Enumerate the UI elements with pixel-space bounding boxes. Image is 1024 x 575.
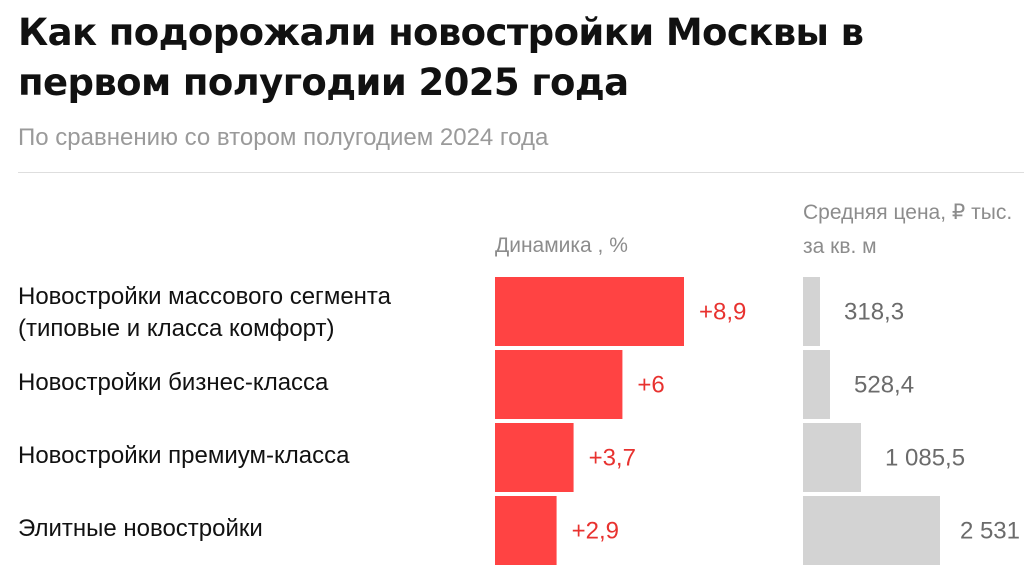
dynamics-bar [495, 350, 623, 419]
price-bar [803, 277, 820, 346]
dynamics-value-label: +6 [637, 372, 664, 399]
price-bar [803, 423, 861, 492]
price-value-label: 318,3 [844, 299, 904, 326]
dynamics-column-header: Динамика , % [495, 234, 628, 257]
category-label-business-class: Новостройки бизнес-класса [18, 369, 329, 396]
dynamics-value-label: +8,9 [699, 299, 746, 326]
dynamics-bar [495, 277, 684, 346]
header-divider [18, 172, 1024, 173]
dynamics-bar [495, 496, 557, 565]
category-label-mass-segment: Новостройки массового сегмента (типовые … [18, 283, 391, 342]
price-value-label: 528,4 [854, 372, 914, 399]
price-bar [803, 350, 830, 419]
category-label-premium-class: Новостройки премиум-класса [18, 442, 350, 469]
dynamics-value-label: +2,9 [572, 518, 619, 545]
price-bar [803, 496, 940, 565]
category-label-elite: Элитные новостройки [18, 515, 263, 542]
price-column-header: Средняя цена, ₽ тыс. за кв. м [803, 201, 1013, 258]
dynamics-value-label: +3,7 [589, 445, 636, 472]
dynamics-bar [495, 423, 574, 492]
chart-subtitle: По сравнению со втором полугодием 2024 г… [18, 124, 549, 151]
price-value-label: 1 085,5 [885, 445, 965, 472]
price-value-label: 2 531 [960, 518, 1020, 545]
chart-title: Как подорожали новостройки Москвы в перв… [18, 11, 864, 104]
